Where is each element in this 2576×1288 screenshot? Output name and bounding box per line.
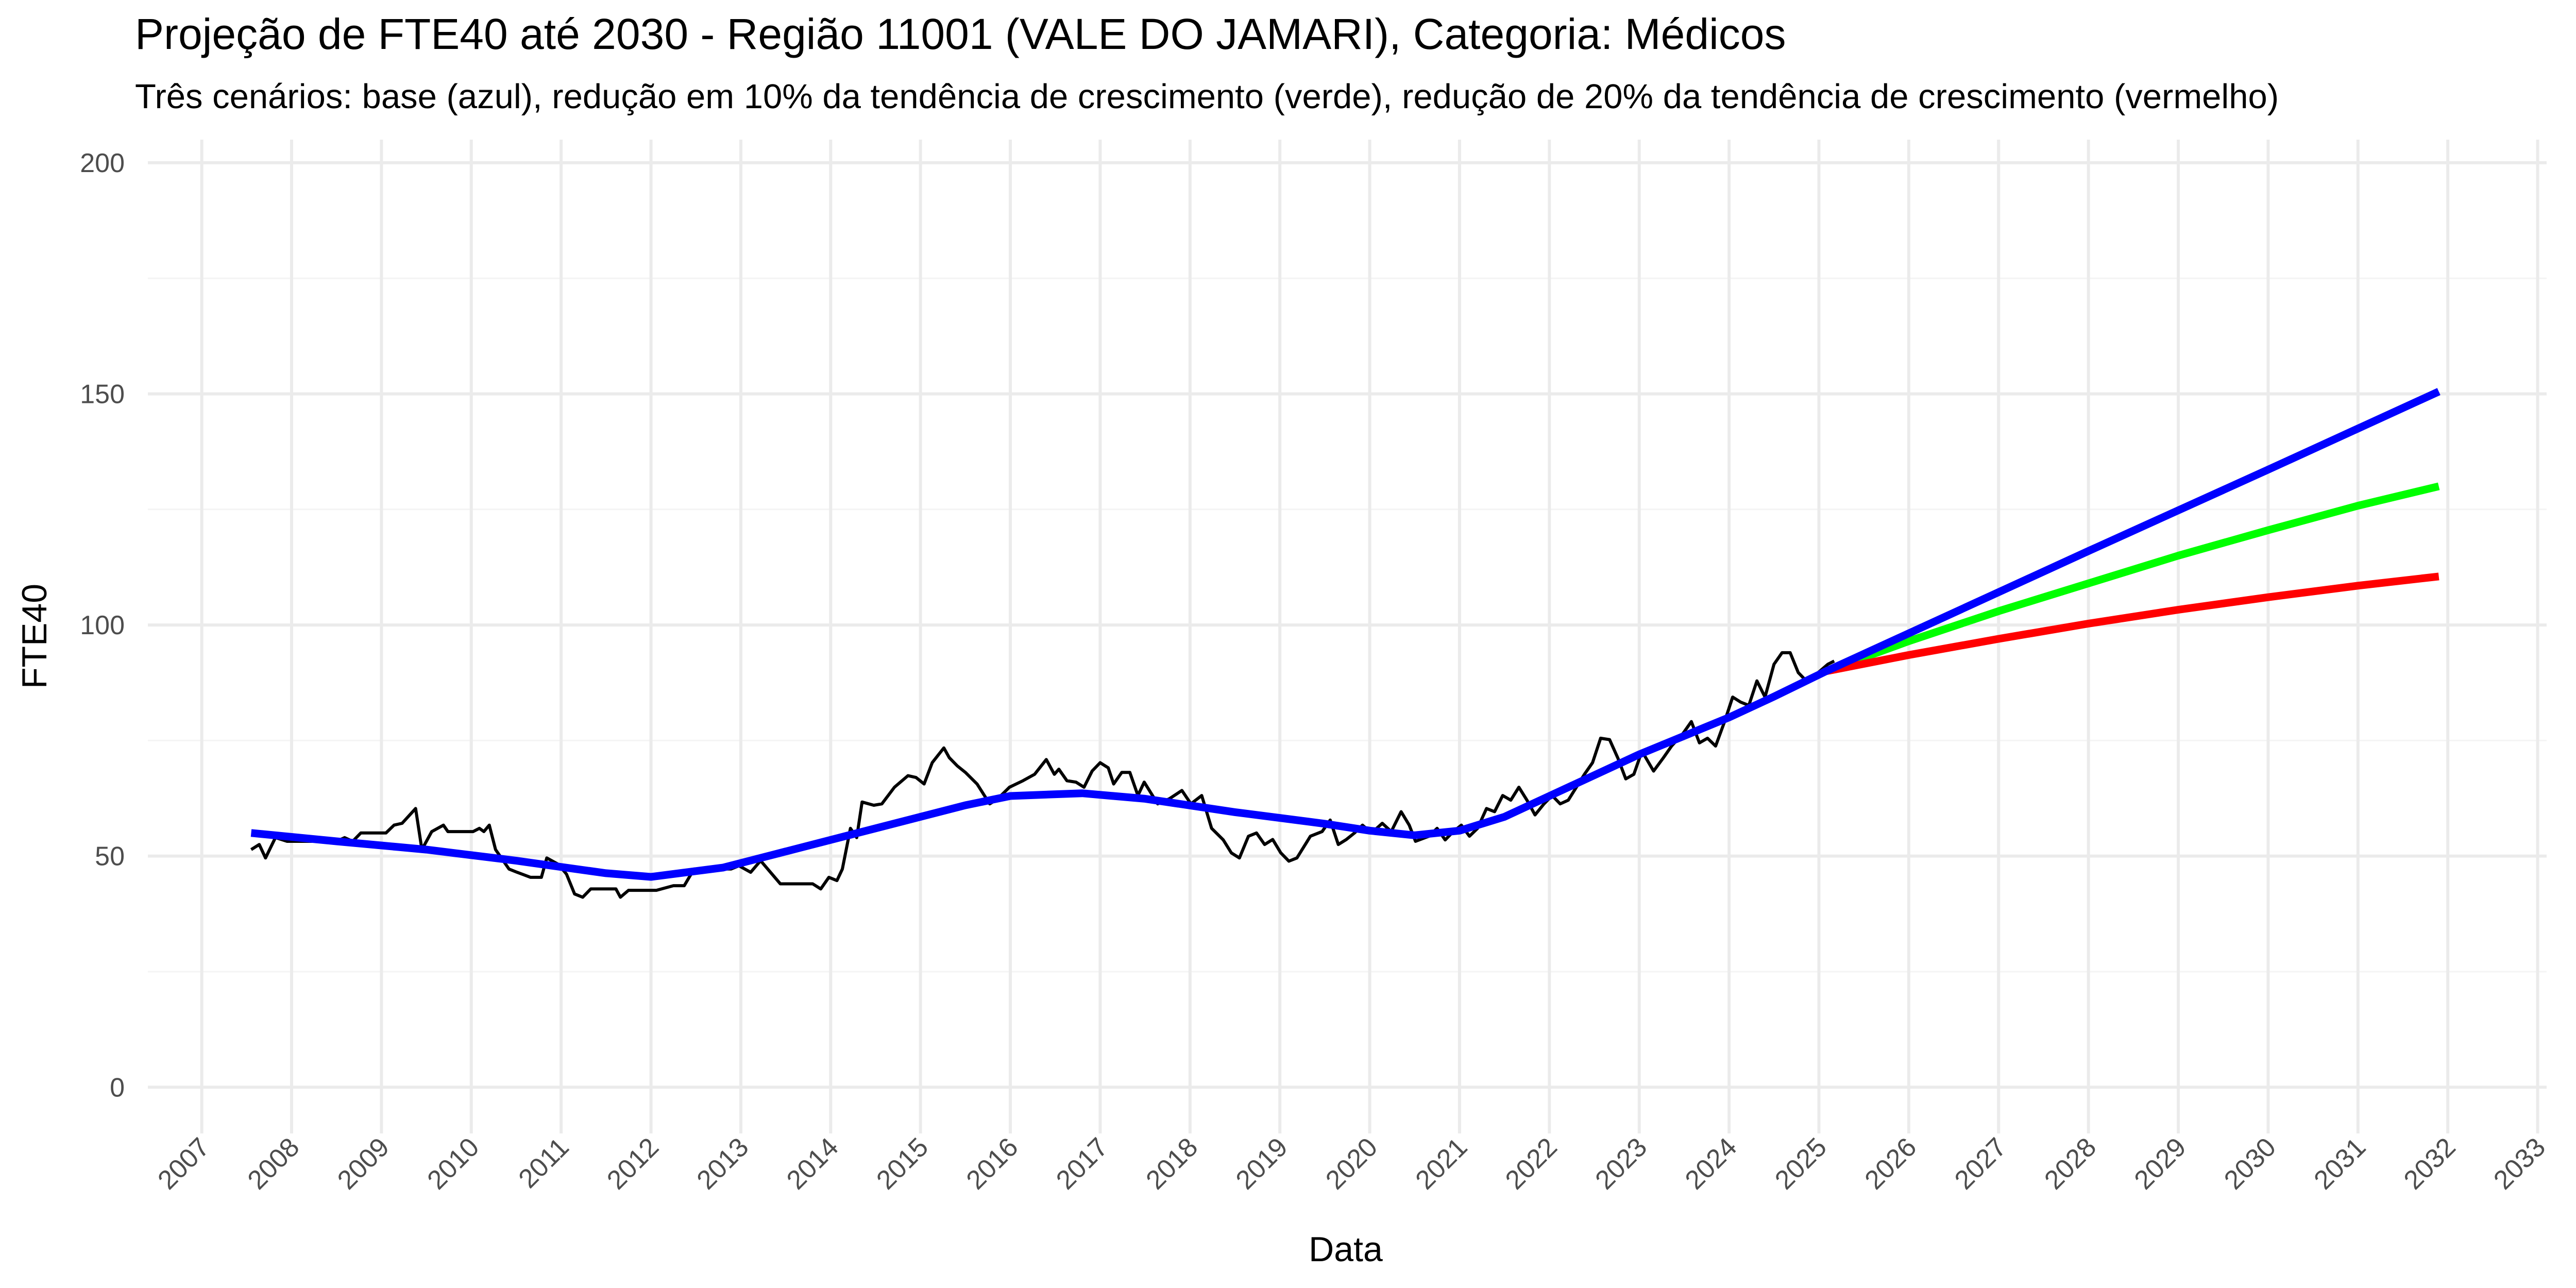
series-line [1824, 482, 2440, 675]
series-line [1825, 572, 2439, 675]
chart-subtitle: Três cenários: base (azul), redução em 1… [135, 77, 2279, 116]
y-tick-label: 0 [110, 1073, 125, 1103]
y-tick-label: 150 [80, 379, 125, 409]
x-axis-title: Data [1309, 1230, 1383, 1269]
series-line [250, 388, 2441, 881]
y-tick-label: 50 [95, 842, 125, 872]
y-tick-label: 100 [80, 611, 125, 640]
chart-title: Projeção de FTE40 até 2030 - Região 1100… [135, 10, 1786, 58]
y-axis-title: FTE40 [15, 584, 54, 689]
y-tick-label: 200 [80, 148, 125, 178]
